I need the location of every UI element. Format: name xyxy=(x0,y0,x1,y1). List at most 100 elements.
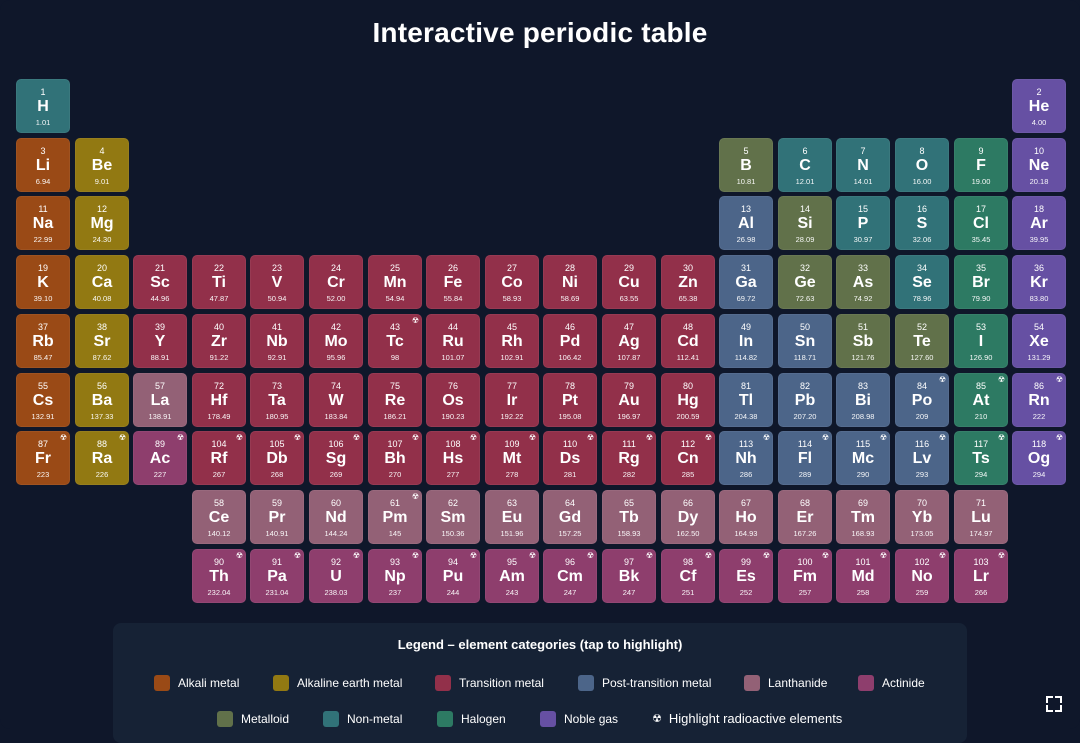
element-tile-ce[interactable]: 58 Ce 140.12 xyxy=(192,490,246,544)
element-tile-pa[interactable]: 91 Pa 231.04 ☢ xyxy=(250,549,304,603)
element-tile-na[interactable]: 11 Na 22.99 xyxy=(16,196,70,250)
legend-item-halogen[interactable]: Halogen xyxy=(437,711,506,727)
legend-item-metalloid[interactable]: Metalloid xyxy=(217,711,289,727)
element-tile-ne[interactable]: 10 Ne 20.18 xyxy=(1012,138,1066,192)
legend-item-alkaline[interactable]: Alkaline earth metal xyxy=(273,675,402,691)
element-tile-as[interactable]: 33 As 74.92 xyxy=(836,255,890,309)
element-tile-te[interactable]: 52 Te 127.60 xyxy=(895,314,949,368)
legend-item-transition[interactable]: Transition metal xyxy=(435,675,544,691)
element-tile-ca[interactable]: 20 Ca 40.08 xyxy=(75,255,129,309)
element-tile-er[interactable]: 68 Er 167.26 xyxy=(778,490,832,544)
element-tile-tc[interactable]: 43 Tc 98 ☢ xyxy=(368,314,422,368)
element-tile-ba[interactable]: 56 Ba 137.33 xyxy=(75,373,129,427)
element-tile-s[interactable]: 16 S 32.06 xyxy=(895,196,949,250)
legend-item-lanthanide[interactable]: Lanthanide xyxy=(744,675,827,691)
element-tile-cf[interactable]: 98 Cf 251 ☢ xyxy=(661,549,715,603)
element-tile-pd[interactable]: 46 Pd 106.42 xyxy=(543,314,597,368)
legend-item-nonmetal[interactable]: Non-metal xyxy=(323,711,402,727)
fullscreen-button[interactable] xyxy=(1046,696,1062,712)
element-tile-au[interactable]: 79 Au 196.97 xyxy=(602,373,656,427)
highlight-radioactive-toggle[interactable]: ☢ Highlight radioactive elements xyxy=(652,711,842,726)
element-tile-xe[interactable]: 54 Xe 131.29 xyxy=(1012,314,1066,368)
element-tile-fe[interactable]: 26 Fe 55.84 xyxy=(426,255,480,309)
element-tile-np[interactable]: 93 Np 237 ☢ xyxy=(368,549,422,603)
element-tile-rf[interactable]: 104 Rf 267 ☢ xyxy=(192,431,246,485)
element-tile-cm[interactable]: 96 Cm 247 ☢ xyxy=(543,549,597,603)
element-tile-db[interactable]: 105 Db 268 ☢ xyxy=(250,431,304,485)
element-tile-hf[interactable]: 72 Hf 178.49 xyxy=(192,373,246,427)
element-tile-es[interactable]: 99 Es 252 ☢ xyxy=(719,549,773,603)
element-tile-cl[interactable]: 17 Cl 35.45 xyxy=(954,196,1008,250)
element-tile-pt[interactable]: 78 Pt 195.08 xyxy=(543,373,597,427)
legend-item-post[interactable]: Post-transition metal xyxy=(578,675,711,691)
element-tile-og[interactable]: 118 Og 294 ☢ xyxy=(1012,431,1066,485)
element-tile-ti[interactable]: 22 Ti 47.87 xyxy=(192,255,246,309)
element-tile-si[interactable]: 14 Si 28.09 xyxy=(778,196,832,250)
element-tile-po[interactable]: 84 Po 209 ☢ xyxy=(895,373,949,427)
element-tile-pm[interactable]: 61 Pm 145 ☢ xyxy=(368,490,422,544)
element-tile-tl[interactable]: 81 Tl 204.38 xyxy=(719,373,773,427)
element-tile-sn[interactable]: 50 Sn 118.71 xyxy=(778,314,832,368)
element-tile-o[interactable]: 8 O 16.00 xyxy=(895,138,949,192)
element-tile-v[interactable]: 23 V 50.94 xyxy=(250,255,304,309)
element-tile-la[interactable]: 57 La 138.91 xyxy=(133,373,187,427)
element-tile-in[interactable]: 49 In 114.82 xyxy=(719,314,773,368)
element-tile-fm[interactable]: 100 Fm 257 ☢ xyxy=(778,549,832,603)
element-tile-h[interactable]: 1 H 1.01 xyxy=(16,79,70,133)
element-tile-tm[interactable]: 69 Tm 168.93 xyxy=(836,490,890,544)
element-tile-b[interactable]: 5 B 10.81 xyxy=(719,138,773,192)
element-tile-ag[interactable]: 47 Ag 107.87 xyxy=(602,314,656,368)
element-tile-cn[interactable]: 112 Cn 285 ☢ xyxy=(661,431,715,485)
element-tile-lv[interactable]: 116 Lv 293 ☢ xyxy=(895,431,949,485)
element-tile-co[interactable]: 27 Co 58.93 xyxy=(485,255,539,309)
element-tile-hs[interactable]: 108 Hs 277 ☢ xyxy=(426,431,480,485)
element-tile-sm[interactable]: 62 Sm 150.36 xyxy=(426,490,480,544)
element-tile-br[interactable]: 35 Br 79.90 xyxy=(954,255,1008,309)
element-tile-mc[interactable]: 115 Mc 290 ☢ xyxy=(836,431,890,485)
element-tile-os[interactable]: 76 Os 190.23 xyxy=(426,373,480,427)
element-tile-y[interactable]: 39 Y 88.91 xyxy=(133,314,187,368)
element-tile-tb[interactable]: 65 Tb 158.93 xyxy=(602,490,656,544)
element-tile-ts[interactable]: 117 Ts 294 ☢ xyxy=(954,431,1008,485)
legend-item-actinide[interactable]: Actinide xyxy=(858,675,925,691)
element-tile-mo[interactable]: 42 Mo 95.96 xyxy=(309,314,363,368)
element-tile-fr[interactable]: 87 Fr 223 ☢ xyxy=(16,431,70,485)
element-tile-cr[interactable]: 24 Cr 52.00 xyxy=(309,255,363,309)
element-tile-dy[interactable]: 66 Dy 162.50 xyxy=(661,490,715,544)
element-tile-rg[interactable]: 111 Rg 282 ☢ xyxy=(602,431,656,485)
element-tile-f[interactable]: 9 F 19.00 xyxy=(954,138,1008,192)
element-tile-rh[interactable]: 45 Rh 102.91 xyxy=(485,314,539,368)
element-tile-pb[interactable]: 82 Pb 207.20 xyxy=(778,373,832,427)
element-tile-zn[interactable]: 30 Zn 65.38 xyxy=(661,255,715,309)
element-tile-eu[interactable]: 63 Eu 151.96 xyxy=(485,490,539,544)
element-tile-bh[interactable]: 107 Bh 270 ☢ xyxy=(368,431,422,485)
element-tile-sr[interactable]: 38 Sr 87.62 xyxy=(75,314,129,368)
element-tile-md[interactable]: 101 Md 258 ☢ xyxy=(836,549,890,603)
element-tile-rn[interactable]: 86 Rn 222 ☢ xyxy=(1012,373,1066,427)
element-tile-u[interactable]: 92 U 238.03 ☢ xyxy=(309,549,363,603)
element-tile-ta[interactable]: 73 Ta 180.95 xyxy=(250,373,304,427)
element-tile-n[interactable]: 7 N 14.01 xyxy=(836,138,890,192)
element-tile-ra[interactable]: 88 Ra 226 ☢ xyxy=(75,431,129,485)
element-tile-w[interactable]: 74 W 183.84 xyxy=(309,373,363,427)
element-tile-at[interactable]: 85 At 210 ☢ xyxy=(954,373,1008,427)
legend-item-noble[interactable]: Noble gas xyxy=(540,711,618,727)
element-tile-zr[interactable]: 40 Zr 91.22 xyxy=(192,314,246,368)
element-tile-gd[interactable]: 64 Gd 157.25 xyxy=(543,490,597,544)
element-tile-lr[interactable]: 103 Lr 266 ☢ xyxy=(954,549,1008,603)
element-tile-ds[interactable]: 110 Ds 281 ☢ xyxy=(543,431,597,485)
element-tile-am[interactable]: 95 Am 243 ☢ xyxy=(485,549,539,603)
element-tile-se[interactable]: 34 Se 78.96 xyxy=(895,255,949,309)
element-tile-li[interactable]: 3 Li 6.94 xyxy=(16,138,70,192)
element-tile-fl[interactable]: 114 Fl 289 ☢ xyxy=(778,431,832,485)
element-tile-kr[interactable]: 36 Kr 83.80 xyxy=(1012,255,1066,309)
element-tile-bk[interactable]: 97 Bk 247 ☢ xyxy=(602,549,656,603)
element-tile-pu[interactable]: 94 Pu 244 ☢ xyxy=(426,549,480,603)
element-tile-ni[interactable]: 28 Ni 58.69 xyxy=(543,255,597,309)
element-tile-re[interactable]: 75 Re 186.21 xyxy=(368,373,422,427)
element-tile-p[interactable]: 15 P 30.97 xyxy=(836,196,890,250)
element-tile-lu[interactable]: 71 Lu 174.97 xyxy=(954,490,1008,544)
element-tile-ga[interactable]: 31 Ga 69.72 xyxy=(719,255,773,309)
element-tile-ge[interactable]: 32 Ge 72.63 xyxy=(778,255,832,309)
element-tile-ho[interactable]: 67 Ho 164.93 xyxy=(719,490,773,544)
